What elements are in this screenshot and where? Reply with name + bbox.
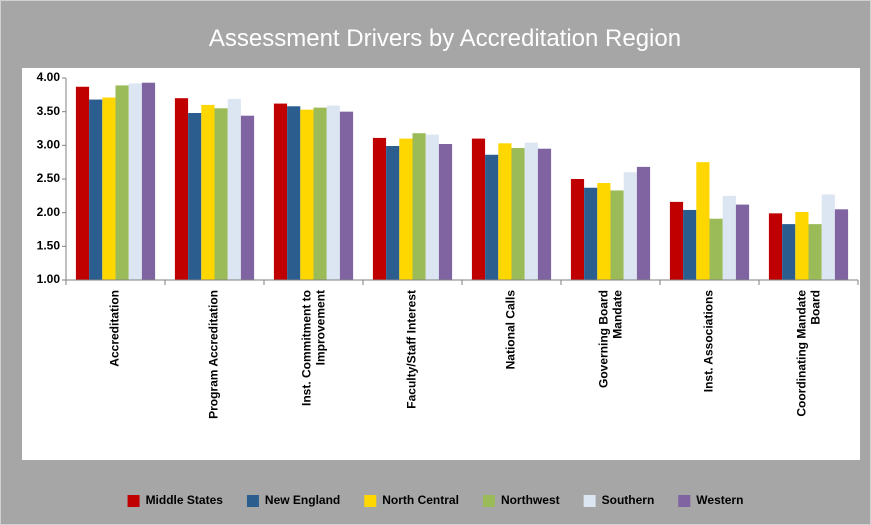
bar — [669, 201, 684, 280]
bar — [768, 213, 783, 280]
legend-label: Western — [696, 493, 743, 507]
bar — [471, 138, 486, 280]
bar — [610, 190, 624, 280]
y-tick-label: 3.00 — [37, 138, 61, 152]
legend-label: New England — [265, 493, 340, 507]
bar — [782, 224, 796, 280]
legend-swatch — [678, 495, 691, 507]
legend-label: Southern — [602, 493, 655, 507]
bar — [438, 143, 453, 280]
bar — [75, 86, 90, 281]
bar — [326, 105, 340, 281]
bar — [240, 115, 255, 280]
bar — [722, 195, 736, 280]
bar — [537, 148, 552, 280]
x-tick-label: Inst. Associations — [702, 290, 716, 393]
x-tick-label: Inst. Commitment toImprovement — [300, 290, 328, 406]
bar — [584, 187, 598, 280]
y-tick-label: 3.50 — [37, 104, 61, 118]
y-tick-label: 1.50 — [37, 239, 61, 253]
x-tick-label: Accreditation — [108, 290, 122, 367]
bar — [273, 103, 288, 280]
bar — [808, 224, 822, 280]
bar — [214, 108, 228, 280]
legend-swatch — [364, 495, 377, 507]
bar — [425, 134, 439, 280]
bar — [399, 138, 413, 280]
bar — [386, 146, 400, 280]
bar — [511, 148, 525, 280]
bar — [89, 99, 103, 281]
x-tick-label: National Calls — [504, 290, 518, 370]
bar — [636, 166, 651, 280]
bar — [115, 85, 129, 280]
bar — [485, 154, 499, 280]
legend-label: Northwest — [501, 493, 560, 507]
bar — [227, 98, 241, 280]
legend-swatch — [482, 495, 495, 507]
legend-label: Middle States — [146, 493, 224, 507]
bar — [795, 211, 809, 280]
bar — [128, 83, 142, 281]
bar — [709, 218, 723, 280]
bar — [300, 109, 314, 280]
bar — [141, 82, 156, 280]
bar — [498, 143, 512, 280]
x-tick-label: Coordinating MandateBoard — [795, 290, 823, 417]
bar — [102, 97, 116, 280]
bar — [623, 172, 637, 280]
bar — [313, 107, 327, 280]
y-tick-label: 2.00 — [37, 205, 61, 219]
legend-swatch — [246, 495, 259, 507]
bar — [174, 98, 189, 280]
bar — [188, 113, 202, 280]
bar — [524, 142, 538, 280]
bar — [834, 209, 849, 280]
x-tick-label: Program Accreditation — [207, 290, 221, 419]
x-tick-label: Faculty/Staff Interest — [405, 290, 419, 409]
legend-swatch — [127, 495, 140, 507]
bar — [735, 204, 750, 280]
bar — [372, 137, 387, 280]
bar — [570, 179, 585, 280]
bar — [412, 133, 426, 280]
bar — [339, 111, 354, 281]
bar — [821, 194, 835, 280]
legend-swatch — [583, 495, 596, 507]
bar — [201, 104, 215, 280]
legend-label: North Central — [382, 493, 459, 507]
bar — [597, 183, 611, 280]
bar — [287, 106, 301, 280]
chart-title: Assessment Drivers by Accreditation Regi… — [209, 25, 681, 52]
y-tick-label: 1.00 — [37, 272, 61, 286]
y-tick-label: 2.50 — [37, 171, 61, 185]
bar — [683, 209, 697, 280]
y-tick-label: 4.00 — [37, 70, 61, 84]
bar — [696, 162, 710, 280]
x-tick-label: Governing BoardMandate — [597, 290, 625, 388]
